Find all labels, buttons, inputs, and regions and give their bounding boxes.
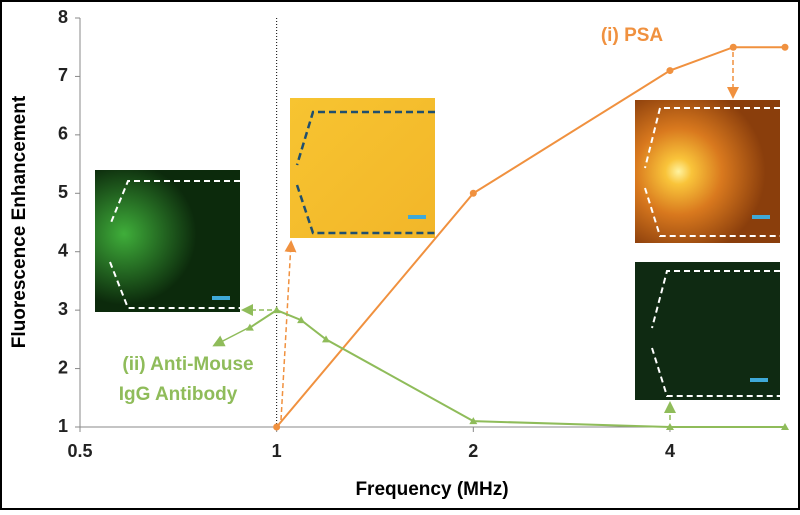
point: [729, 43, 737, 51]
y-tick-label: 6: [58, 124, 68, 144]
point: [273, 423, 281, 431]
point: [781, 43, 789, 51]
point: [781, 423, 789, 430]
point: [297, 316, 306, 324]
y-tick-label: 8: [58, 7, 68, 27]
x-tick-label: 4: [665, 441, 675, 461]
point: [245, 323, 254, 331]
point: [666, 67, 674, 75]
y-axis-label: Fluorescence Enhancement: [9, 95, 30, 348]
point: [322, 335, 331, 343]
y-tick-label: 1: [58, 416, 68, 436]
x-axis-label: Frequency (MHz): [355, 479, 508, 500]
point: [272, 306, 281, 314]
annotation-arrows: [212, 52, 739, 421]
point: [469, 189, 477, 197]
point: [469, 417, 478, 425]
x-tick-label: 0.5: [67, 441, 92, 461]
y-tick-label: 4: [58, 240, 68, 260]
y-tick-label: 7: [58, 65, 68, 85]
y-tick-label: 5: [58, 182, 68, 202]
x-tick-label: 2: [468, 441, 478, 461]
x-tick-label: 1: [272, 441, 282, 461]
annotation: (ii) Anti-Mouse: [122, 354, 253, 375]
annotation: IgG Antibody: [119, 384, 238, 405]
annotation: (i) PSA: [601, 25, 664, 46]
y-tick-label: 3: [58, 299, 68, 319]
plot: [245, 43, 789, 431]
inset-images: [95, 98, 780, 400]
y-tick-label: 2: [58, 357, 68, 377]
point: [665, 423, 674, 430]
